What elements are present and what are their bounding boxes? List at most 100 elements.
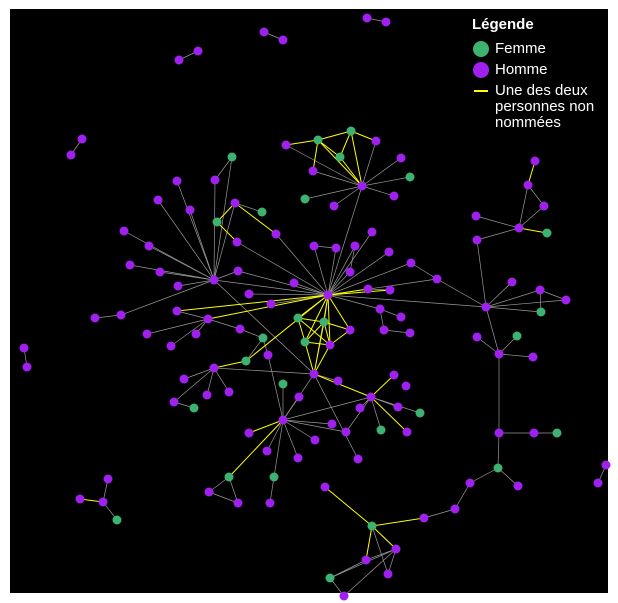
node	[293, 313, 303, 323]
edge	[213, 360, 247, 369]
node	[244, 289, 254, 299]
node	[179, 374, 189, 384]
edge	[436, 278, 487, 308]
node	[335, 152, 345, 162]
node	[66, 150, 76, 160]
edge	[245, 337, 264, 362]
edge	[183, 367, 215, 380]
node	[371, 136, 381, 146]
node	[535, 285, 545, 295]
node	[367, 521, 377, 531]
node	[262, 446, 272, 456]
edge	[469, 467, 499, 484]
node	[265, 498, 275, 508]
node	[393, 402, 403, 412]
node	[119, 226, 129, 236]
edge	[365, 525, 373, 561]
edge	[327, 262, 412, 296]
edge	[476, 336, 500, 355]
node	[210, 175, 220, 185]
edge	[282, 419, 316, 441]
node	[300, 337, 310, 347]
node	[309, 369, 319, 379]
edge	[485, 306, 542, 313]
edge	[146, 318, 209, 335]
node	[293, 453, 303, 463]
edge	[476, 227, 520, 241]
node	[310, 435, 320, 445]
edge	[173, 367, 215, 403]
node	[384, 247, 394, 257]
edge	[343, 548, 397, 597]
edge	[213, 367, 230, 393]
edge	[216, 221, 238, 243]
legend: Légende Femme Homme Une des deux personn…	[472, 16, 594, 131]
node	[169, 397, 179, 407]
edge	[159, 271, 215, 281]
node	[166, 341, 176, 351]
edge	[213, 156, 233, 281]
node	[375, 304, 385, 314]
edge	[282, 419, 347, 433]
node	[125, 260, 135, 270]
edge	[282, 419, 333, 425]
edge	[518, 205, 545, 229]
edge	[245, 294, 329, 362]
node	[235, 324, 245, 334]
edge	[129, 264, 215, 281]
node	[241, 356, 251, 366]
node	[512, 331, 522, 341]
node	[327, 419, 337, 429]
edge	[327, 289, 391, 296]
node	[224, 387, 234, 397]
node	[259, 27, 269, 37]
node	[362, 13, 372, 23]
node	[494, 349, 504, 359]
node	[209, 275, 219, 285]
node	[405, 172, 415, 182]
node	[269, 472, 279, 482]
edge	[313, 373, 359, 460]
node	[432, 274, 442, 284]
node	[405, 328, 415, 338]
edge	[339, 156, 363, 187]
node	[396, 153, 406, 163]
node	[174, 55, 184, 65]
edge	[317, 130, 352, 141]
edge	[213, 202, 236, 281]
node	[153, 195, 163, 205]
edge	[324, 486, 373, 527]
node	[155, 267, 165, 277]
edge	[304, 341, 315, 375]
node	[266, 299, 276, 309]
edge	[371, 517, 425, 527]
edge	[234, 202, 277, 235]
node	[294, 392, 304, 402]
edge	[361, 157, 402, 187]
legend-label: personnes non	[495, 98, 594, 115]
legend-swatch	[473, 62, 489, 78]
node	[300, 194, 310, 204]
node	[271, 229, 281, 239]
edge	[485, 281, 513, 308]
node	[593, 478, 603, 488]
edge	[518, 184, 529, 229]
node	[361, 555, 371, 565]
edge	[317, 139, 363, 187]
edge	[120, 279, 215, 316]
node	[346, 126, 356, 136]
edge	[228, 476, 239, 504]
edge	[176, 180, 215, 281]
edge	[304, 185, 363, 200]
node	[308, 166, 318, 176]
node	[233, 266, 243, 276]
nodes	[19, 13, 611, 601]
node	[465, 478, 475, 488]
node	[341, 427, 351, 437]
edge	[234, 202, 263, 213]
node	[320, 482, 330, 492]
node	[325, 573, 335, 583]
edge	[485, 306, 500, 355]
